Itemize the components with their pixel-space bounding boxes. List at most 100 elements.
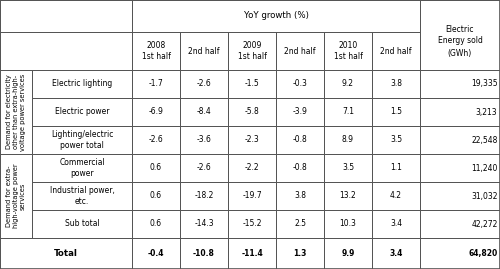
Bar: [324, 70, 372, 98]
Bar: [372, 70, 420, 98]
Text: -2.6: -2.6: [148, 136, 164, 144]
Bar: [420, 182, 500, 210]
Text: 22,548: 22,548: [471, 136, 498, 144]
Bar: [420, 238, 500, 269]
Bar: [132, 210, 180, 238]
Bar: [372, 126, 420, 154]
Text: -2.6: -2.6: [196, 164, 212, 172]
Text: 9.2: 9.2: [342, 80, 354, 89]
Text: 2nd half: 2nd half: [380, 47, 412, 55]
Text: -6.9: -6.9: [148, 108, 164, 116]
Text: 0.6: 0.6: [150, 220, 162, 228]
Bar: [276, 98, 324, 126]
Text: (GWh): (GWh): [448, 49, 472, 58]
Text: 0.6: 0.6: [150, 164, 162, 172]
Text: -19.7: -19.7: [242, 192, 262, 200]
Bar: [324, 182, 372, 210]
Text: 9.9: 9.9: [342, 249, 354, 258]
Bar: [276, 126, 324, 154]
Bar: [372, 154, 420, 182]
Text: -3.9: -3.9: [292, 108, 308, 116]
Text: -2.3: -2.3: [244, 136, 260, 144]
Text: Electric
Energy sold: Electric Energy sold: [438, 25, 482, 45]
Bar: [324, 154, 372, 182]
Text: 3.8: 3.8: [390, 80, 402, 89]
Bar: [132, 0, 420, 32]
Text: 3.4: 3.4: [390, 249, 402, 258]
Bar: [276, 182, 324, 210]
Bar: [228, 154, 276, 182]
Bar: [180, 238, 228, 269]
Text: 3,213: 3,213: [476, 108, 498, 116]
Bar: [420, 126, 500, 154]
Text: 2nd half: 2nd half: [284, 47, 316, 55]
Bar: [132, 70, 180, 98]
Bar: [420, 98, 500, 126]
Bar: [324, 98, 372, 126]
Bar: [276, 32, 324, 70]
Bar: [324, 238, 372, 269]
Bar: [276, 154, 324, 182]
Text: -2.2: -2.2: [244, 164, 260, 172]
Text: -0.4: -0.4: [148, 249, 164, 258]
Bar: [372, 32, 420, 70]
Text: Total: Total: [54, 249, 78, 258]
Bar: [372, 98, 420, 126]
Text: 3.4: 3.4: [390, 220, 402, 228]
Bar: [420, 210, 500, 238]
Text: Lighting/electric
power total: Lighting/electric power total: [51, 130, 113, 150]
Text: -0.8: -0.8: [292, 164, 308, 172]
Text: 4.2: 4.2: [390, 192, 402, 200]
Bar: [180, 154, 228, 182]
Text: 42,272: 42,272: [471, 220, 498, 228]
Text: -11.4: -11.4: [241, 249, 263, 258]
Text: -3.6: -3.6: [196, 136, 212, 144]
Bar: [0, 0, 132, 32]
Text: -1.7: -1.7: [148, 80, 164, 89]
Text: Demand for extra-
high-voltage power
services: Demand for extra- high-voltage power ser…: [6, 164, 26, 228]
Bar: [0, 238, 132, 269]
Bar: [228, 126, 276, 154]
Bar: [228, 210, 276, 238]
Bar: [32, 210, 132, 238]
Bar: [228, 98, 276, 126]
Bar: [228, 182, 276, 210]
Bar: [324, 32, 372, 70]
Text: 3.5: 3.5: [342, 164, 354, 172]
Text: 2.5: 2.5: [294, 220, 306, 228]
Bar: [372, 210, 420, 238]
Bar: [132, 32, 180, 70]
Text: Electric power: Electric power: [55, 108, 109, 116]
Text: 10.3: 10.3: [340, 220, 356, 228]
Text: 64,820: 64,820: [468, 249, 498, 258]
Bar: [324, 126, 372, 154]
Bar: [32, 98, 132, 126]
Bar: [0, 70, 32, 154]
Text: 2009
1st half: 2009 1st half: [238, 41, 266, 61]
Bar: [32, 182, 132, 210]
Bar: [0, 32, 132, 70]
Text: -8.4: -8.4: [196, 108, 212, 116]
Text: 0.6: 0.6: [150, 192, 162, 200]
Bar: [0, 154, 32, 238]
Text: 3.5: 3.5: [390, 136, 402, 144]
Text: 2008
1st half: 2008 1st half: [142, 41, 171, 61]
Bar: [180, 182, 228, 210]
Bar: [372, 182, 420, 210]
Bar: [420, 0, 500, 70]
Text: 1.5: 1.5: [390, 108, 402, 116]
Bar: [420, 70, 500, 98]
Bar: [276, 210, 324, 238]
Text: -15.2: -15.2: [242, 220, 262, 228]
Text: -2.6: -2.6: [196, 80, 212, 89]
Bar: [132, 98, 180, 126]
Bar: [180, 70, 228, 98]
Bar: [180, 126, 228, 154]
Text: Commercial
power: Commercial power: [59, 158, 105, 178]
Text: -0.3: -0.3: [292, 80, 308, 89]
Bar: [180, 210, 228, 238]
Text: -1.5: -1.5: [244, 80, 260, 89]
Text: 8.9: 8.9: [342, 136, 354, 144]
Text: 3.8: 3.8: [294, 192, 306, 200]
Bar: [228, 238, 276, 269]
